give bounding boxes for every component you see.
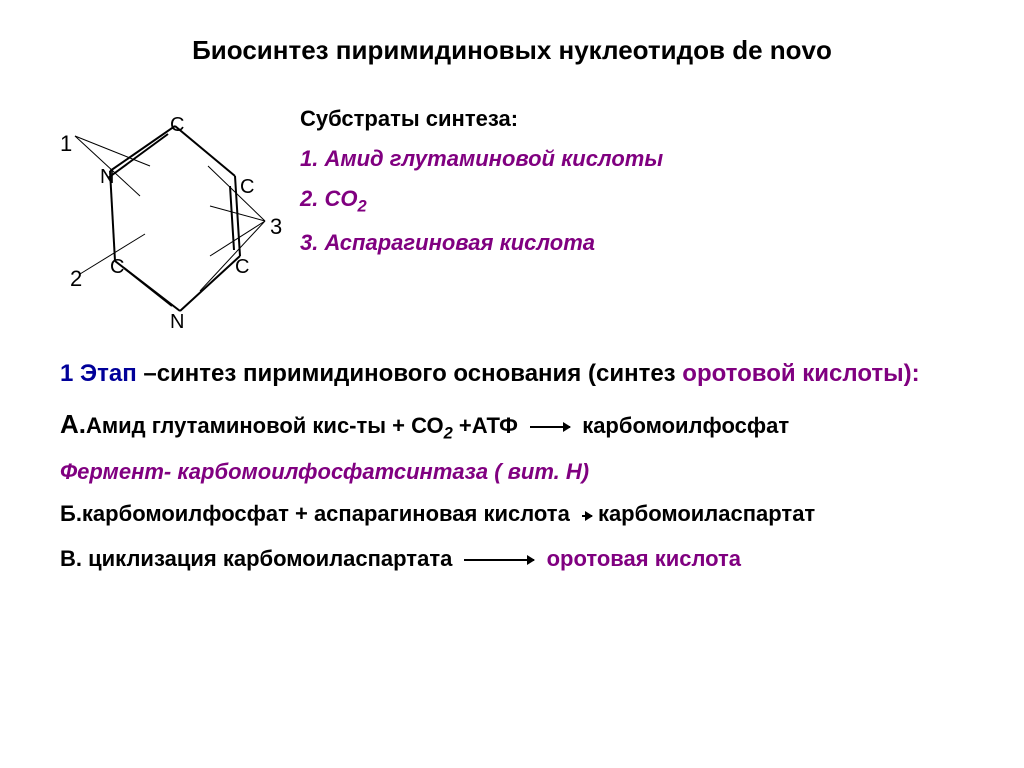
substrate-2-sub: 2 xyxy=(357,197,366,215)
step-b-product: карбомоиласпартат xyxy=(598,501,815,526)
enzyme-line: Фермент- карбомоилфосфатсинтаза ( вит. Н… xyxy=(60,459,964,485)
step-a-product: карбомоилфосфат xyxy=(582,413,789,438)
stage-1-text: –синтез пиримидинового основания (синтез xyxy=(143,360,682,387)
stage-1-label: 1 Этап xyxy=(60,360,143,387)
pyrimidine-ring-diagram: CNCCCN123 xyxy=(50,106,280,336)
substrates-heading: Субстраты синтеза: xyxy=(300,106,1024,132)
substrate-3: 3. Аспарагиновая кислота xyxy=(300,230,1024,256)
step-c-before: В. циклизация карбомоиласпартата xyxy=(60,546,452,571)
step-c-product: оротовая кислота xyxy=(547,546,741,571)
step-a: А.Амид глутаминовой кис-ты + СО2 +АТФ ка… xyxy=(60,406,964,445)
ring-svg xyxy=(60,106,290,336)
arrow-icon xyxy=(464,559,534,561)
substrates-block: Субстраты синтеза: 1. Амид глутаминовой … xyxy=(280,106,1024,336)
stage-1-orotov: оротовой кислоты): xyxy=(682,360,919,387)
content-row: CNCCCN123 Субстраты синтеза: 1. Амид глу… xyxy=(50,106,1024,336)
substrate-2-text: 2. СО xyxy=(300,186,357,211)
step-b-before: Б.карбомоилфосфат + аспарагиновая кислот… xyxy=(60,501,570,526)
page-title: Биосинтез пиримидиновых нуклеотидов de n… xyxy=(0,0,1024,76)
substrate-1: 1. Амид глутаминовой кислоты xyxy=(300,146,1024,172)
step-b: Б.карбомоилфосфат + аспарагиновая кислот… xyxy=(60,499,964,530)
arrow-icon xyxy=(530,426,570,428)
step-a-sub: 2 xyxy=(444,424,453,442)
substrate-2: 2. СО2 xyxy=(300,186,1024,216)
step-a-before: Амид глутаминовой кис-ты + СО xyxy=(86,413,444,438)
step-a-lead: А. xyxy=(60,409,86,439)
arrow-icon xyxy=(582,515,592,517)
stage-1: 1 Этап –синтез пиримидинового основания … xyxy=(60,356,964,392)
step-c: В. циклизация карбомоиласпартата оротова… xyxy=(60,544,964,575)
step-a-after: +АТФ xyxy=(453,413,518,438)
